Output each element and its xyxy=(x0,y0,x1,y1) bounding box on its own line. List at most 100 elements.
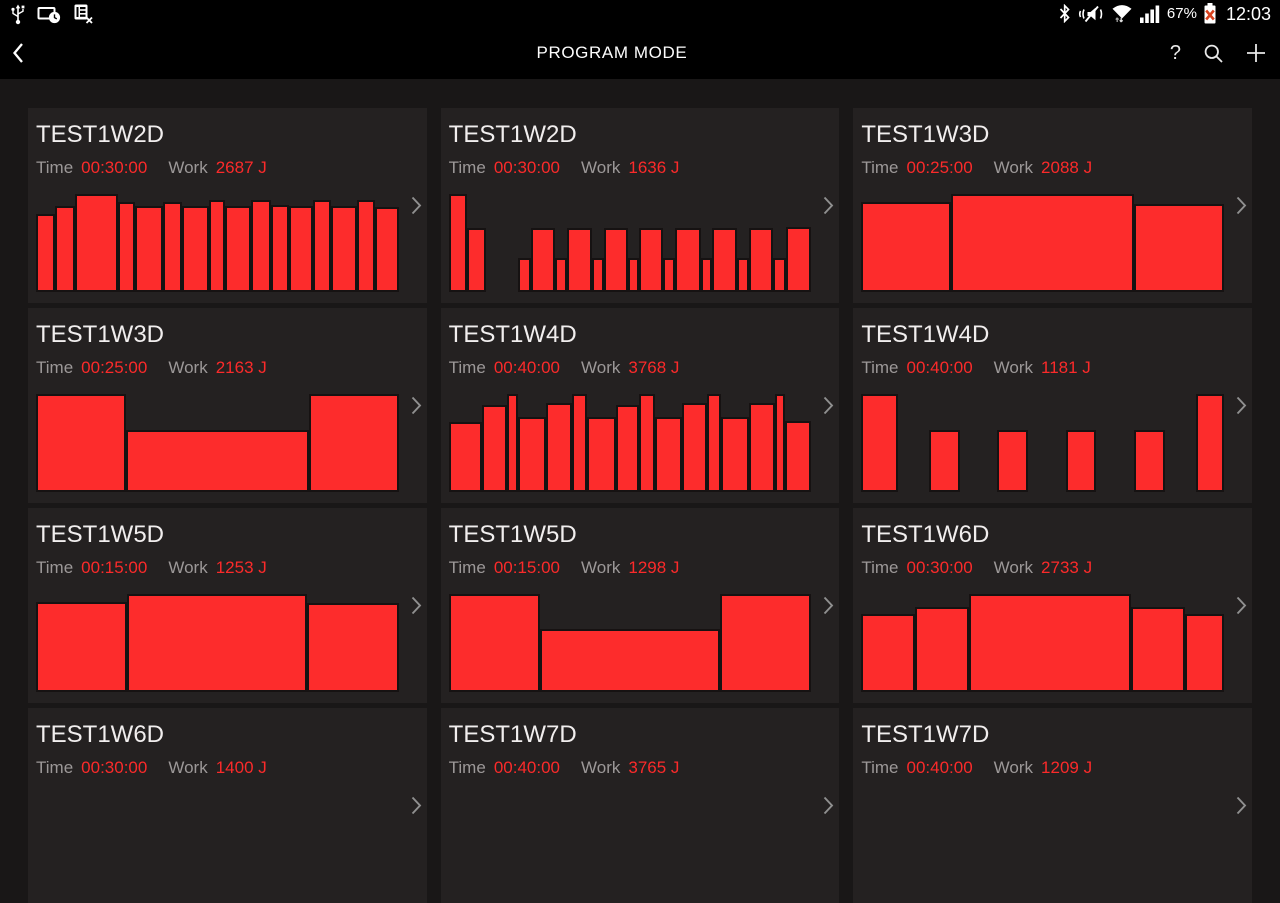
program-bar-chart xyxy=(861,594,1224,692)
chart-bar xyxy=(774,394,786,492)
chevron-right-icon xyxy=(823,196,834,215)
chart-bar xyxy=(374,206,399,292)
work-label: Work xyxy=(993,557,1034,577)
time-label: Time xyxy=(448,357,486,377)
time-value: 00:40:00 xyxy=(493,757,560,777)
action-bar-actions: ? xyxy=(1170,42,1266,65)
chart-bar xyxy=(915,606,970,692)
chevron-right-icon xyxy=(411,796,422,815)
chart-bar xyxy=(639,394,655,492)
work-label: Work xyxy=(581,157,621,177)
chart-bar xyxy=(54,205,76,292)
program-card[interactable]: TEST1W7D Time 00:40:00 Work 3765 J xyxy=(440,708,840,903)
chart-bar xyxy=(448,594,540,692)
program-grid: TEST1W2D Time 00:30:00 Work 2687 J TEST1W2D… xyxy=(0,79,1280,903)
program-meta: Time 00:40:00 Work 1209 J xyxy=(861,758,1242,778)
program-card[interactable]: TEST1W2D Time 00:30:00 Work 2687 J xyxy=(28,108,427,303)
chart-bar xyxy=(225,205,252,292)
program-card[interactable]: TEST1W6D Time 00:30:00 Work 1400 J xyxy=(28,708,427,903)
status-bar-right: 67% 12:03 xyxy=(1058,3,1271,24)
work-value: 1400 J xyxy=(215,757,267,777)
battery-error-icon xyxy=(1203,3,1217,24)
time-label: Time xyxy=(448,157,486,177)
work-label: Work xyxy=(168,757,208,777)
chart-bar xyxy=(1195,394,1224,492)
program-bar-chart xyxy=(36,394,399,492)
time-label: Time xyxy=(36,157,74,177)
chart-bar xyxy=(566,228,592,292)
chevron-right-icon xyxy=(411,396,422,415)
chart-bar xyxy=(720,594,812,692)
chart-bar xyxy=(772,257,786,292)
chart-bar xyxy=(748,228,773,292)
work-label: Work xyxy=(993,157,1034,177)
chart-bar xyxy=(861,201,952,292)
status-bar-left xyxy=(10,3,94,25)
chart-bar xyxy=(467,228,486,292)
program-title: TEST1W4D xyxy=(861,321,990,348)
chart-bar xyxy=(591,257,604,292)
chart-bar xyxy=(270,204,289,292)
program-title: TEST1W7D xyxy=(861,721,990,748)
usb-icon xyxy=(10,3,26,25)
program-title: TEST1W3D xyxy=(36,321,165,348)
help-button[interactable]: ? xyxy=(1169,41,1181,64)
chart-bar xyxy=(307,602,399,692)
chevron-right-icon xyxy=(823,596,834,615)
program-card[interactable]: TEST1W5D Time 00:15:00 Work 1298 J xyxy=(440,508,840,703)
work-value: 3768 J xyxy=(628,357,680,377)
program-card[interactable]: TEST1W7D Time 00:40:00 Work 1209 J xyxy=(853,708,1252,903)
chart-bar xyxy=(654,416,682,492)
plus-icon xyxy=(1246,43,1266,63)
work-value: 2687 J xyxy=(215,157,267,177)
program-card[interactable]: TEST1W4D Time 00:40:00 Work 1181 J xyxy=(853,308,1252,503)
program-bar-chart xyxy=(449,794,812,892)
chart-bar xyxy=(507,394,518,492)
program-title: TEST1W5D xyxy=(448,521,577,548)
chevron-right-icon xyxy=(411,196,422,215)
status-bar: 67% 12:03 xyxy=(0,0,1280,27)
chart-bar xyxy=(36,601,128,692)
add-button[interactable] xyxy=(1246,43,1266,63)
work-value: 1298 J xyxy=(628,557,680,577)
chart-bar xyxy=(134,205,163,292)
program-bar-chart xyxy=(861,794,1224,892)
screen-timeout-icon xyxy=(37,4,61,24)
program-card[interactable]: TEST1W6D Time 00:30:00 Work 2733 J xyxy=(853,508,1252,703)
chart-bar xyxy=(1133,430,1165,492)
program-card[interactable]: TEST1W3D Time 00:25:00 Work 2163 J xyxy=(28,308,427,503)
program-bar-chart xyxy=(36,194,399,292)
program-card[interactable]: TEST1W4D Time 00:40:00 Work 3768 J xyxy=(440,308,840,503)
program-card[interactable]: TEST1W3D Time 00:25:00 Work 2088 J xyxy=(853,108,1252,303)
chart-bar xyxy=(861,613,916,692)
chart-bar xyxy=(615,404,640,492)
chart-bar xyxy=(861,394,898,492)
program-card[interactable]: TEST1W2D Time 00:30:00 Work 1636 J xyxy=(440,108,840,303)
program-title: TEST1W7D xyxy=(448,721,577,748)
chart-bar xyxy=(749,402,775,492)
chart-bar xyxy=(951,194,1135,292)
time-value: 00:40:00 xyxy=(906,757,973,777)
search-button[interactable] xyxy=(1203,43,1224,64)
chevron-right-icon xyxy=(1236,596,1247,615)
chart-bar xyxy=(125,430,309,492)
chart-bar xyxy=(208,199,226,292)
time-value: 00:15:00 xyxy=(493,557,560,577)
time-value: 00:30:00 xyxy=(493,157,560,177)
program-meta: Time 00:40:00 Work 3768 J xyxy=(449,358,830,378)
chart-bar xyxy=(681,402,708,492)
program-bar-chart xyxy=(448,394,812,492)
time-label: Time xyxy=(36,357,74,377)
chart-bar xyxy=(701,257,713,292)
program-meta: Time 00:30:00 Work 2687 J xyxy=(36,158,417,178)
work-value: 3765 J xyxy=(628,757,680,777)
chart-bar xyxy=(251,199,271,292)
time-label: Time xyxy=(36,757,74,777)
work-label: Work xyxy=(168,157,208,177)
program-title: TEST1W5D xyxy=(36,521,165,548)
program-card[interactable]: TEST1W5D Time 00:15:00 Work 1253 J xyxy=(28,508,427,703)
time-value: 00:25:00 xyxy=(81,357,148,377)
program-meta: Time 00:30:00 Work 2733 J xyxy=(861,558,1242,578)
wifi-icon xyxy=(1110,4,1134,23)
back-button[interactable] xyxy=(12,42,54,64)
